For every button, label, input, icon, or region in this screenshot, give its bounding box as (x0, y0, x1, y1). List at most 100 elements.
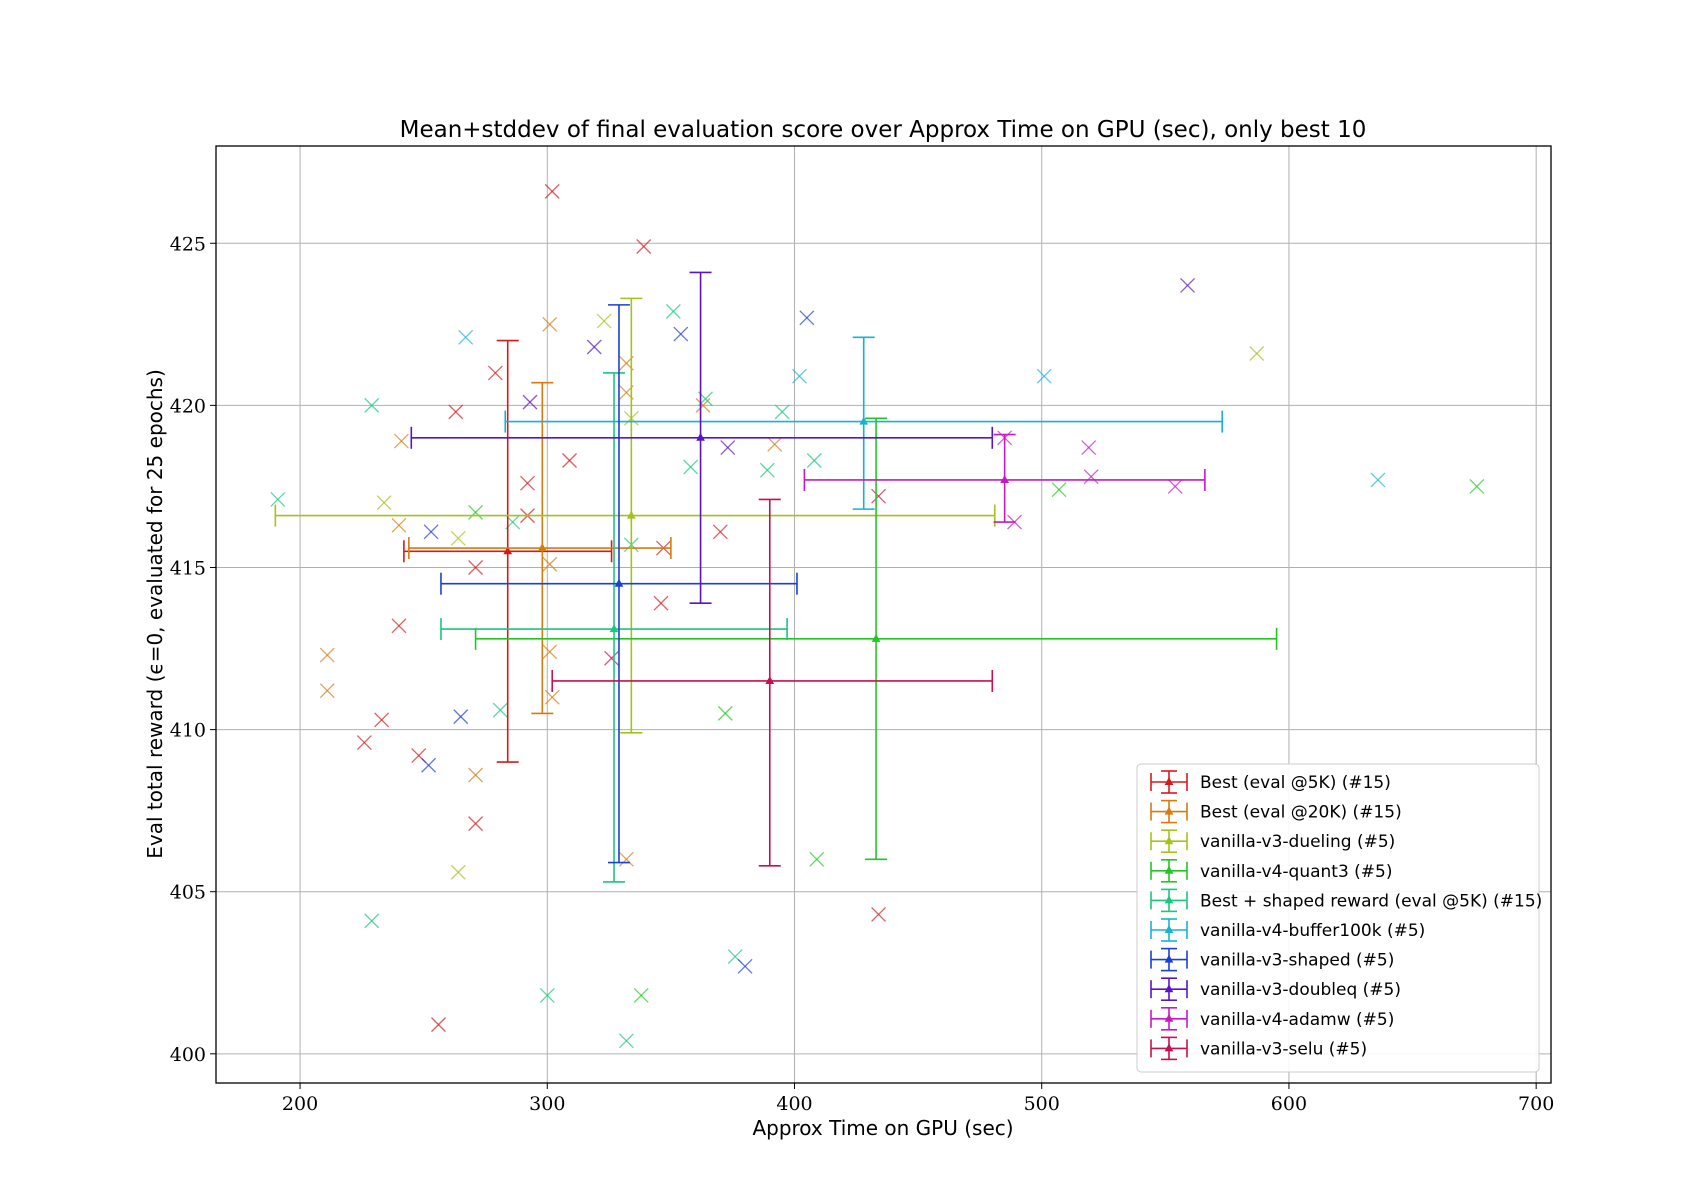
data-point (453, 709, 469, 725)
data-point (356, 735, 372, 751)
data-point-stroke (767, 436, 783, 452)
x-tick-label: 300 (529, 1093, 565, 1115)
data-point-stroke (364, 397, 380, 413)
mean-marker (859, 416, 869, 425)
data-point (319, 683, 335, 699)
series-errorbar (274, 297, 996, 734)
legend-handle-marker (1164, 836, 1174, 845)
data-point-stroke (450, 530, 466, 546)
data-point-stroke (799, 310, 815, 326)
data-point (1167, 478, 1183, 494)
legend: Best (eval @5K) (#15) Best (eval @20K) (#… (1136, 763, 1542, 1073)
data-point (542, 644, 558, 660)
data-point-stroke (809, 851, 825, 867)
legend-entry: Best + shaped reward (eval @5K) (#15) (1150, 888, 1542, 913)
data-point (562, 453, 577, 468)
legend-handle-marker (1164, 925, 1174, 933)
data-point (767, 436, 783, 452)
data-point (633, 988, 649, 1003)
data-point-stroke (270, 491, 286, 507)
data-point-stroke (1370, 472, 1386, 488)
series-errorbar (403, 339, 613, 763)
data-point (364, 913, 380, 929)
data-point-stroke (539, 988, 555, 1003)
data-point-stroke (871, 488, 887, 504)
data-point-stroke (1180, 277, 1196, 293)
legend-entry: vanilla-v3-dueling (#5) (1150, 829, 1395, 854)
data-point (673, 326, 689, 342)
data-point-stroke (391, 517, 407, 533)
series-errorbar (440, 372, 788, 883)
data-point (448, 404, 464, 420)
mean-marker (503, 546, 513, 555)
data-point (520, 475, 535, 491)
series-errorbar (440, 304, 798, 864)
data-point (1370, 472, 1386, 488)
data-point-stroke (1081, 440, 1097, 455)
data-point (391, 618, 407, 634)
grid-lines (216, 146, 1551, 1083)
mean-marker (871, 633, 881, 642)
data-point (374, 712, 390, 728)
legend-entry: Best (eval @20K) (#15) (1150, 799, 1402, 824)
data-point (468, 504, 484, 520)
data-point (799, 310, 815, 326)
data-point-stroke (542, 556, 558, 572)
data-point-stroke (544, 183, 560, 199)
legend-entry: vanilla-v4-adamw (#5) (1150, 1006, 1394, 1031)
data-point-stroke (356, 735, 372, 751)
data-point-stroke (712, 524, 728, 540)
legend-entry: vanilla-v3-shaped (#5) (1150, 947, 1394, 972)
data-point-stroke (774, 404, 790, 420)
data-point (720, 440, 736, 455)
series-errorbar (551, 498, 994, 867)
data-point-stroke (1036, 368, 1052, 384)
data-point-stroke (791, 368, 807, 384)
data-point (759, 462, 775, 478)
data-point-stroke (542, 644, 558, 660)
error-bars (274, 271, 1278, 883)
data-point-stroke (520, 475, 535, 491)
data-point (468, 767, 484, 783)
data-point (665, 303, 681, 319)
data-point (522, 394, 538, 410)
data-point-stroke (720, 440, 736, 455)
y-tick-label: 410 (170, 720, 206, 742)
legend-label: Best + shaped reward (eval @5K) (#15) (1200, 891, 1542, 911)
legend-label: vanilla-v4-quant3 (#5) (1200, 862, 1393, 882)
data-point (421, 757, 437, 773)
data-point (393, 433, 409, 449)
data-point-stroke (1051, 482, 1067, 498)
y-tick-label: 405 (170, 882, 206, 904)
legend-entry: vanilla-v4-quant3 (#5) (1150, 858, 1393, 883)
data-point (1081, 440, 1097, 455)
legend-handle-marker (1164, 1043, 1174, 1052)
series-errorbar (410, 271, 994, 604)
mean-marker (1000, 474, 1009, 483)
legend-label: vanilla-v4-adamw (#5) (1200, 1010, 1394, 1030)
data-point-stroke (604, 650, 620, 666)
legend-entry: vanilla-v3-doubleq (#5) (1150, 977, 1401, 1002)
legend-handle-marker (1164, 954, 1174, 963)
data-point-stroke (717, 705, 733, 721)
data-point-stroke (364, 913, 380, 929)
x-tick-label: 400 (776, 1093, 812, 1115)
data-point (604, 650, 620, 666)
data-point-stroke (1083, 469, 1099, 485)
x-tick-label: 700 (1518, 1093, 1554, 1115)
data-point-stroke (487, 365, 503, 381)
data-point (1036, 368, 1052, 384)
data-point (774, 404, 790, 420)
data-point (618, 1033, 634, 1049)
data-point-stroke (665, 303, 681, 319)
data-point-stroke (727, 949, 743, 965)
data-point (1469, 478, 1485, 494)
mean-marker (609, 624, 619, 633)
data-point-stroke (374, 712, 390, 728)
data-point-stroke (450, 864, 466, 880)
legend-label: vanilla-v3-selu (#5) (1200, 1039, 1367, 1059)
data-point-stroke (376, 495, 392, 511)
data-point (596, 313, 612, 329)
series-errorbar (474, 417, 1278, 861)
